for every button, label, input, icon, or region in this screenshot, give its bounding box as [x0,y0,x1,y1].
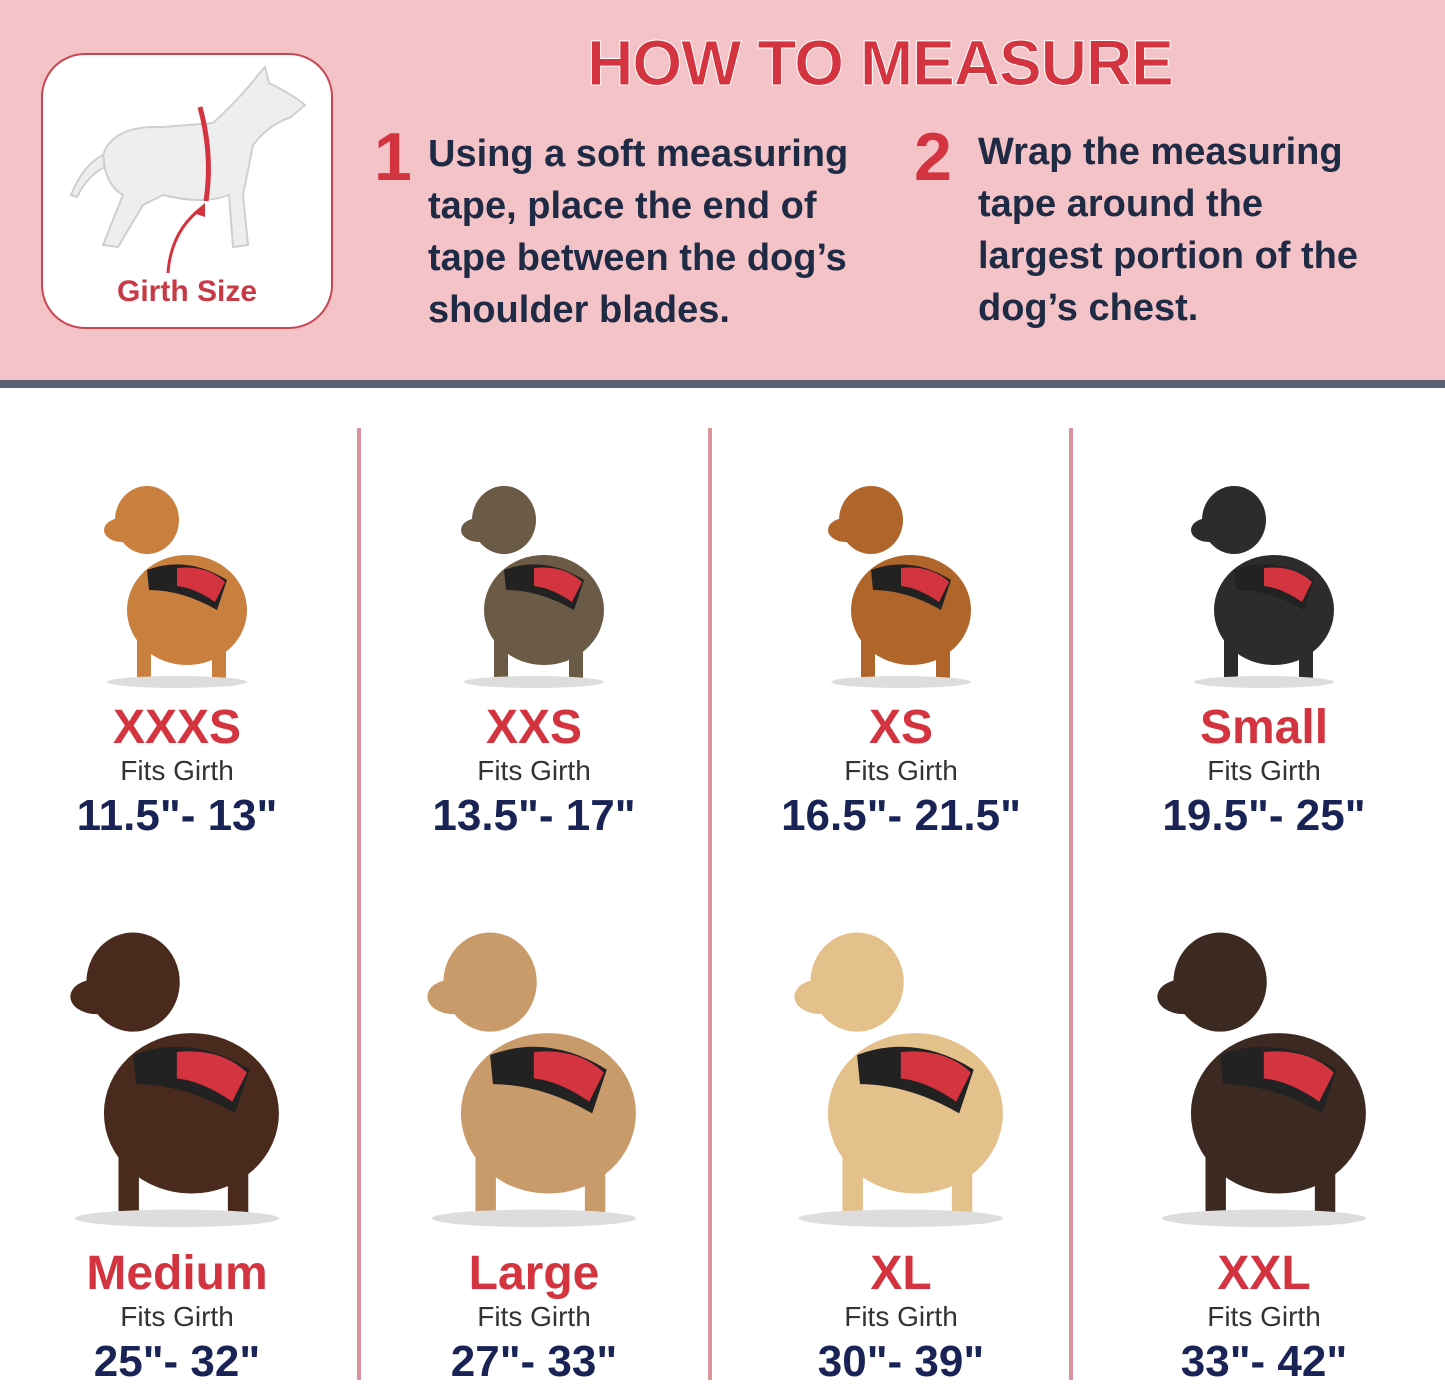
step-2-number: 2 [914,119,952,195]
fits-girth-label: Fits Girth [1207,755,1321,786]
size-name: Large [468,1247,600,1300]
fits-girth-label: Fits Girth [844,755,958,786]
size-card-xxl: XXL Fits Girth 33"- 42" [1084,880,1444,1390]
girth-range: 33"- 42" [1180,1337,1348,1386]
dog-photo [794,932,1004,1228]
girth-range: 16.5"- 21.5" [781,791,1021,840]
size-card-large: Large Fits Girth 27"- 33" [354,880,714,1390]
size-card-xs: XS Fits Girth 16.5"- 21.5" [721,450,1081,844]
size-name: Medium [86,1247,268,1300]
girth-diagram: Girth Size [41,53,333,329]
step-1-number: 1 [374,119,412,195]
girth-range: 27"- 33" [450,1337,618,1386]
fits-girth-label: Fits Girth [477,1301,591,1332]
size-card-xxxs: XXXS Fits Girth 11.5"- 13" [0,450,357,844]
dog-photo [461,486,604,688]
size-name: Small [1199,701,1329,754]
dog-photo [427,932,637,1228]
dog-photo [104,486,247,688]
size-card-xxs: XXS Fits Girth 13.5"- 17" [354,450,714,844]
fits-girth-label: Fits Girth [1207,1301,1321,1332]
dog-photo [1157,932,1367,1228]
dog-photo [1191,486,1334,688]
size-card-medium: Medium Fits Girth 25"- 32" [0,880,357,1390]
girth-range: 11.5"- 13" [76,791,278,840]
size-card-xl: XL Fits Girth 30"- 39" [721,880,1081,1390]
column-divider [357,428,361,1380]
girth-range: 25"- 32" [93,1337,261,1386]
fits-girth-label: Fits Girth [120,1301,234,1332]
girth-range: 30"- 39" [817,1337,985,1386]
fits-girth-label: Fits Girth [477,755,591,786]
size-card-small: Small Fits Girth 19.5"- 25" [1084,450,1444,844]
girth-range: 19.5"- 25" [1162,791,1366,840]
girth-size-label: Girth Size [116,275,258,308]
size-name: XXL [1217,1247,1311,1300]
size-name: XXS [485,701,583,754]
page-title: HOW TO MEASURE [587,27,1175,100]
dog-girth-illustration [69,64,307,274]
header-divider [0,380,1445,388]
fits-girth-label: Fits Girth [120,755,234,786]
how-to-measure-header: Girth Size HOW TO MEASURE 1 Using a soft… [0,0,1445,381]
column-divider [708,428,712,1380]
dog-photo [828,486,971,688]
fits-girth-label: Fits Girth [844,1301,958,1332]
step-2-text: Wrap the measuring tape around the large… [978,131,1358,329]
dog-photo [70,932,280,1228]
size-name: XL [870,1247,932,1300]
step-1-text: Using a soft measuring tape, place the e… [428,133,849,331]
size-name: XXXS [112,701,242,754]
column-divider [1069,428,1073,1380]
girth-range: 13.5"- 17" [432,791,636,840]
size-name: XS [868,701,934,754]
